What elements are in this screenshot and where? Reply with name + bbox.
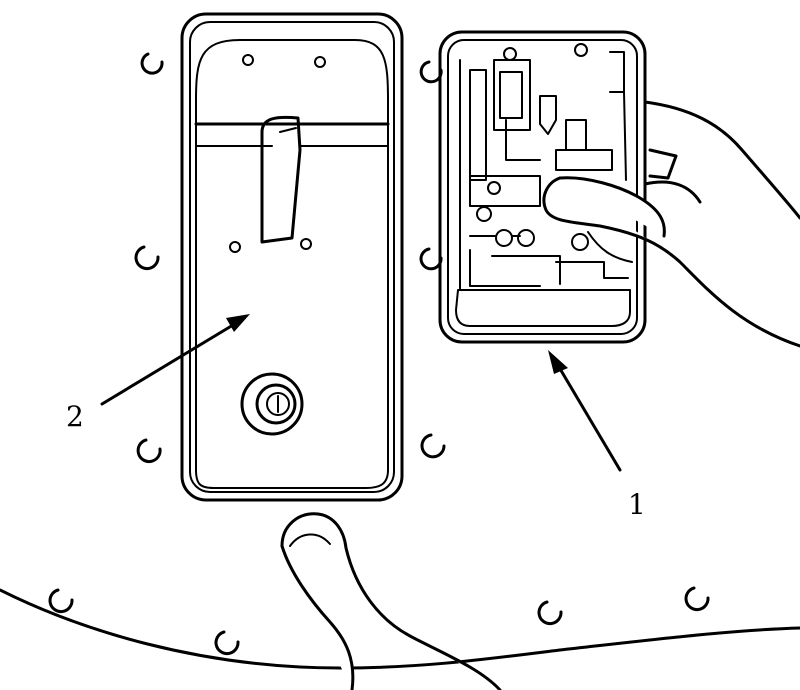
callout-arrow-2: [100, 314, 250, 406]
bolt: [136, 438, 162, 464]
hand-bottom: [280, 512, 502, 690]
bolt: [684, 586, 710, 611]
bolt: [140, 52, 164, 75]
internal-mechanism: [459, 51, 629, 291]
bolt: [420, 433, 446, 459]
panel-bolts: [48, 52, 710, 655]
bolt: [537, 600, 563, 625]
bolt: [214, 630, 240, 655]
hand-right: [542, 100, 800, 348]
panel-lower-edge: [0, 588, 800, 670]
callout-arrow-1: [548, 350, 622, 472]
callout-label-1: 1: [628, 488, 646, 521]
bolt: [134, 245, 160, 270]
bolt: [419, 60, 443, 84]
bolt: [419, 247, 443, 271]
opened-cover: [438, 30, 647, 344]
callout-label-2: 2: [66, 400, 84, 433]
bolt: [48, 588, 74, 613]
closed-cover: [180, 12, 404, 502]
